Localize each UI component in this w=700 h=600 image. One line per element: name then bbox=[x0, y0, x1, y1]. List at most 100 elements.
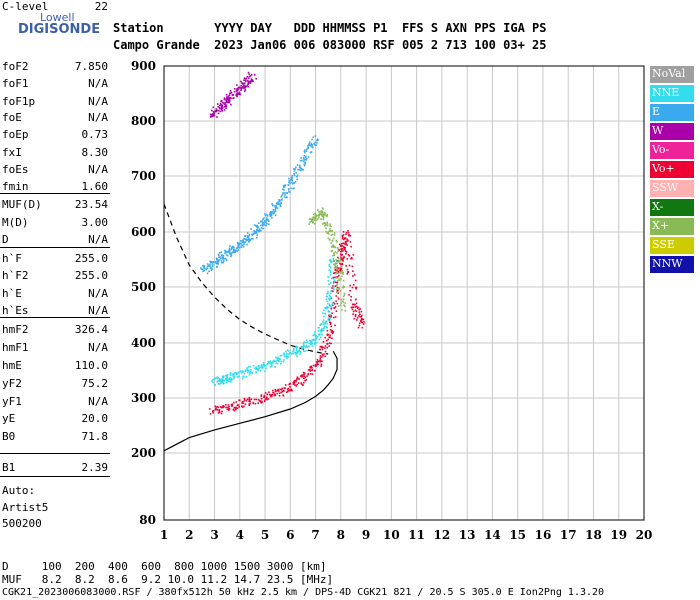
echo-point bbox=[334, 285, 337, 287]
echo-point bbox=[288, 181, 290, 184]
echo-point bbox=[342, 295, 345, 298]
echo-point bbox=[353, 273, 356, 276]
echo-point bbox=[346, 238, 348, 241]
echo-point bbox=[246, 236, 249, 239]
echo-point bbox=[248, 400, 250, 403]
echo-point bbox=[337, 260, 340, 263]
echo-point bbox=[249, 400, 251, 403]
echo-point bbox=[242, 402, 244, 405]
echo-point bbox=[343, 248, 346, 250]
echo-point bbox=[303, 151, 306, 154]
echo-point bbox=[216, 116, 218, 118]
echo-point bbox=[223, 97, 226, 99]
echo-point bbox=[318, 334, 321, 336]
echo-point bbox=[322, 212, 324, 214]
echo-point bbox=[326, 224, 329, 227]
echo-point bbox=[319, 359, 322, 361]
echo-point bbox=[234, 251, 236, 253]
echo-point bbox=[221, 110, 224, 112]
echo-point bbox=[319, 324, 321, 326]
echo-point bbox=[327, 279, 330, 282]
param-value: N/A bbox=[88, 233, 108, 246]
x-tick-label: 4 bbox=[236, 528, 244, 542]
echo-point bbox=[354, 306, 357, 308]
echo-point bbox=[283, 184, 286, 187]
echo-point bbox=[248, 398, 250, 400]
echo-point bbox=[310, 143, 313, 146]
echo-point bbox=[298, 378, 300, 380]
echo-point bbox=[324, 312, 326, 315]
echo-point bbox=[319, 345, 322, 348]
param-name: foF1p bbox=[2, 95, 36, 108]
echo-point bbox=[200, 268, 203, 270]
echo-point bbox=[235, 408, 237, 411]
echo-point bbox=[287, 353, 290, 355]
echo-point bbox=[226, 254, 229, 257]
echo-point bbox=[257, 369, 260, 372]
echo-point bbox=[324, 345, 327, 347]
echo-point bbox=[292, 350, 294, 353]
echo-point bbox=[229, 378, 231, 381]
echo-point bbox=[229, 245, 231, 247]
echo-point bbox=[269, 393, 271, 396]
param-value: N/A bbox=[88, 77, 108, 90]
param-name: hmF1 bbox=[2, 341, 29, 354]
echo-point bbox=[235, 93, 238, 96]
echo-point bbox=[333, 237, 335, 240]
echo-point bbox=[219, 256, 221, 258]
echo-point bbox=[336, 260, 338, 263]
echo-point bbox=[308, 143, 311, 145]
echo-point bbox=[215, 261, 218, 264]
echo-point bbox=[331, 337, 333, 340]
echo-point bbox=[329, 225, 332, 227]
echo-point bbox=[237, 372, 240, 374]
echo-point bbox=[302, 384, 304, 386]
y-tick-label: 400 bbox=[131, 336, 156, 350]
echo-point bbox=[309, 340, 312, 342]
echo-point bbox=[245, 238, 248, 240]
echo-point bbox=[277, 388, 279, 391]
echo-point bbox=[236, 88, 239, 90]
echo-point bbox=[218, 410, 221, 412]
echo-point bbox=[300, 383, 303, 385]
echo-point bbox=[253, 398, 256, 401]
echo-point bbox=[290, 179, 292, 181]
echo-point bbox=[232, 246, 235, 249]
echo-point bbox=[218, 252, 221, 254]
echo-point bbox=[226, 373, 229, 376]
header-row-values: Campo Grande 2023 Jan06 006 083000 RSF 0… bbox=[113, 38, 547, 52]
echo-point bbox=[352, 275, 354, 277]
echo-point bbox=[222, 379, 225, 382]
echo-point bbox=[243, 237, 245, 240]
echo-point bbox=[224, 250, 227, 253]
echo-point bbox=[300, 346, 303, 349]
echo-point bbox=[289, 182, 291, 185]
echo-point bbox=[300, 351, 302, 353]
echo-point bbox=[274, 207, 277, 209]
echo-point bbox=[299, 353, 301, 355]
echo-point bbox=[282, 185, 285, 187]
echo-point bbox=[235, 247, 238, 250]
x-tick-label: 15 bbox=[509, 528, 526, 542]
echo-point bbox=[340, 298, 343, 301]
echo-point bbox=[241, 86, 244, 88]
echo-point bbox=[215, 110, 217, 113]
echo-point bbox=[324, 212, 326, 215]
echo-point bbox=[272, 360, 274, 363]
echo-point bbox=[258, 230, 260, 233]
echo-point bbox=[331, 303, 333, 306]
echo-point bbox=[354, 309, 357, 312]
param-value: 22 bbox=[94, 0, 108, 13]
echo-point bbox=[216, 376, 219, 379]
echo-point bbox=[318, 338, 321, 341]
echo-point bbox=[241, 244, 244, 247]
echo-point bbox=[311, 219, 314, 221]
echo-point bbox=[249, 370, 252, 373]
echo-point bbox=[299, 375, 302, 377]
echo-point bbox=[212, 106, 215, 109]
echo-point bbox=[230, 252, 233, 255]
echo-point bbox=[255, 224, 257, 227]
echo-point bbox=[222, 258, 225, 260]
echo-point bbox=[217, 106, 219, 108]
echo-point bbox=[284, 194, 286, 196]
